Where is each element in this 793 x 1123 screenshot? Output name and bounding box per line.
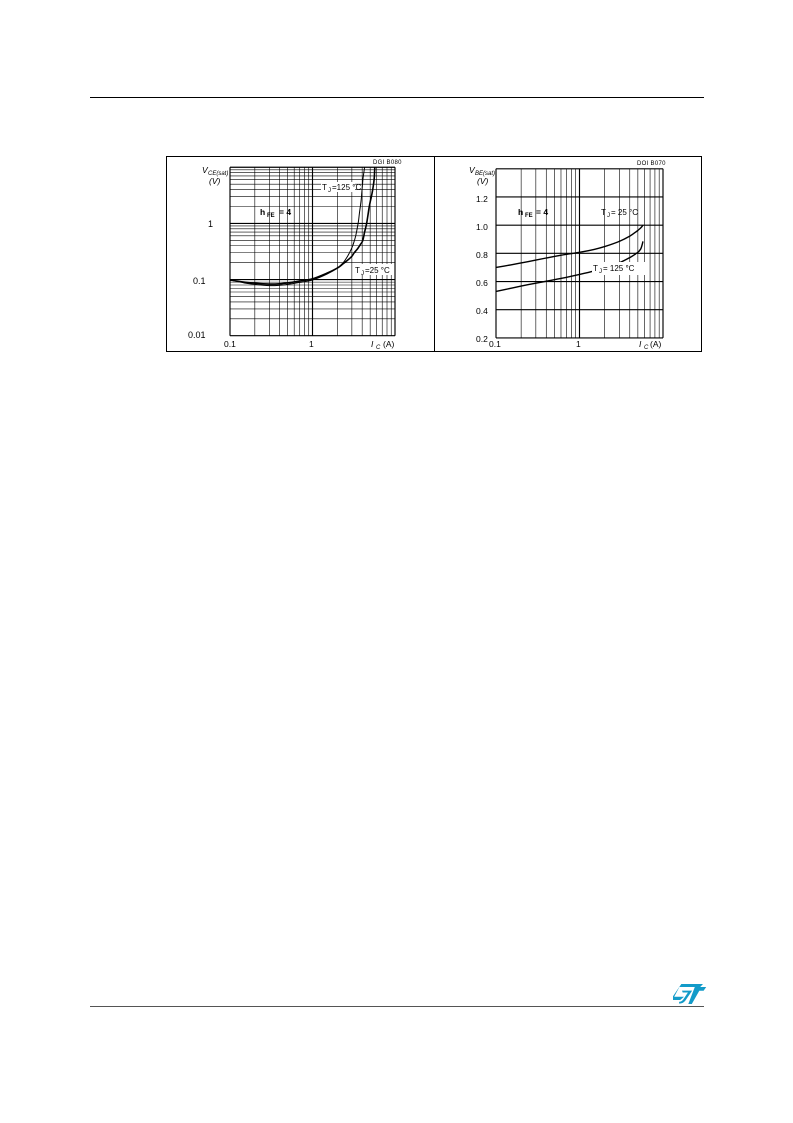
svg-text:I: I: [639, 339, 642, 349]
svg-text:I: I: [371, 339, 374, 349]
svg-text:J: J: [361, 271, 364, 277]
svg-text:=25 °C: =25 °C: [365, 266, 390, 275]
svg-text:FE: FE: [525, 213, 533, 219]
svg-text:h: h: [518, 207, 523, 217]
svg-text:DGI B080: DGI B080: [373, 160, 402, 166]
svg-text:1: 1: [309, 339, 314, 349]
svg-text:1.2: 1.2: [476, 194, 488, 204]
svg-text:(A): (A): [650, 339, 662, 349]
svg-text:(A): (A): [383, 339, 395, 349]
svg-text:FE: FE: [267, 213, 275, 219]
svg-text:J: J: [607, 213, 610, 219]
svg-text:=125 °C: =125 °C: [332, 183, 361, 192]
svg-text:0.6: 0.6: [476, 278, 488, 288]
svg-text:C: C: [376, 345, 381, 351]
svg-text:0.1: 0.1: [224, 339, 236, 349]
svg-text:h: h: [260, 207, 265, 217]
svg-text:0.1: 0.1: [193, 276, 206, 286]
svg-text:= 125 °C: = 125 °C: [603, 264, 635, 273]
svg-text:= 4: = 4: [279, 207, 291, 217]
svg-text:J: J: [328, 188, 331, 194]
svg-text:T: T: [593, 264, 598, 273]
svg-text:0.2: 0.2: [476, 334, 488, 344]
svg-text:1.0: 1.0: [476, 222, 488, 232]
svg-text:J: J: [599, 269, 602, 275]
svg-text:C: C: [644, 345, 649, 351]
svg-text:(V): (V): [209, 176, 221, 186]
svg-text:1: 1: [576, 339, 581, 349]
svg-text:T: T: [601, 208, 606, 217]
svg-text:T: T: [355, 266, 360, 275]
svg-text:(V): (V): [477, 176, 489, 186]
svg-text:0.4: 0.4: [476, 306, 488, 316]
svg-text:T: T: [322, 183, 327, 192]
svg-text:0.8: 0.8: [476, 250, 488, 260]
svg-text:DOI B070: DOI B070: [637, 161, 666, 167]
svg-text:1: 1: [208, 219, 213, 229]
svg-text:0.1: 0.1: [489, 339, 501, 349]
svg-text:= 4: = 4: [536, 207, 548, 217]
svg-text:0.01: 0.01: [188, 330, 206, 340]
svg-text:= 25 °C: = 25 °C: [611, 208, 638, 217]
